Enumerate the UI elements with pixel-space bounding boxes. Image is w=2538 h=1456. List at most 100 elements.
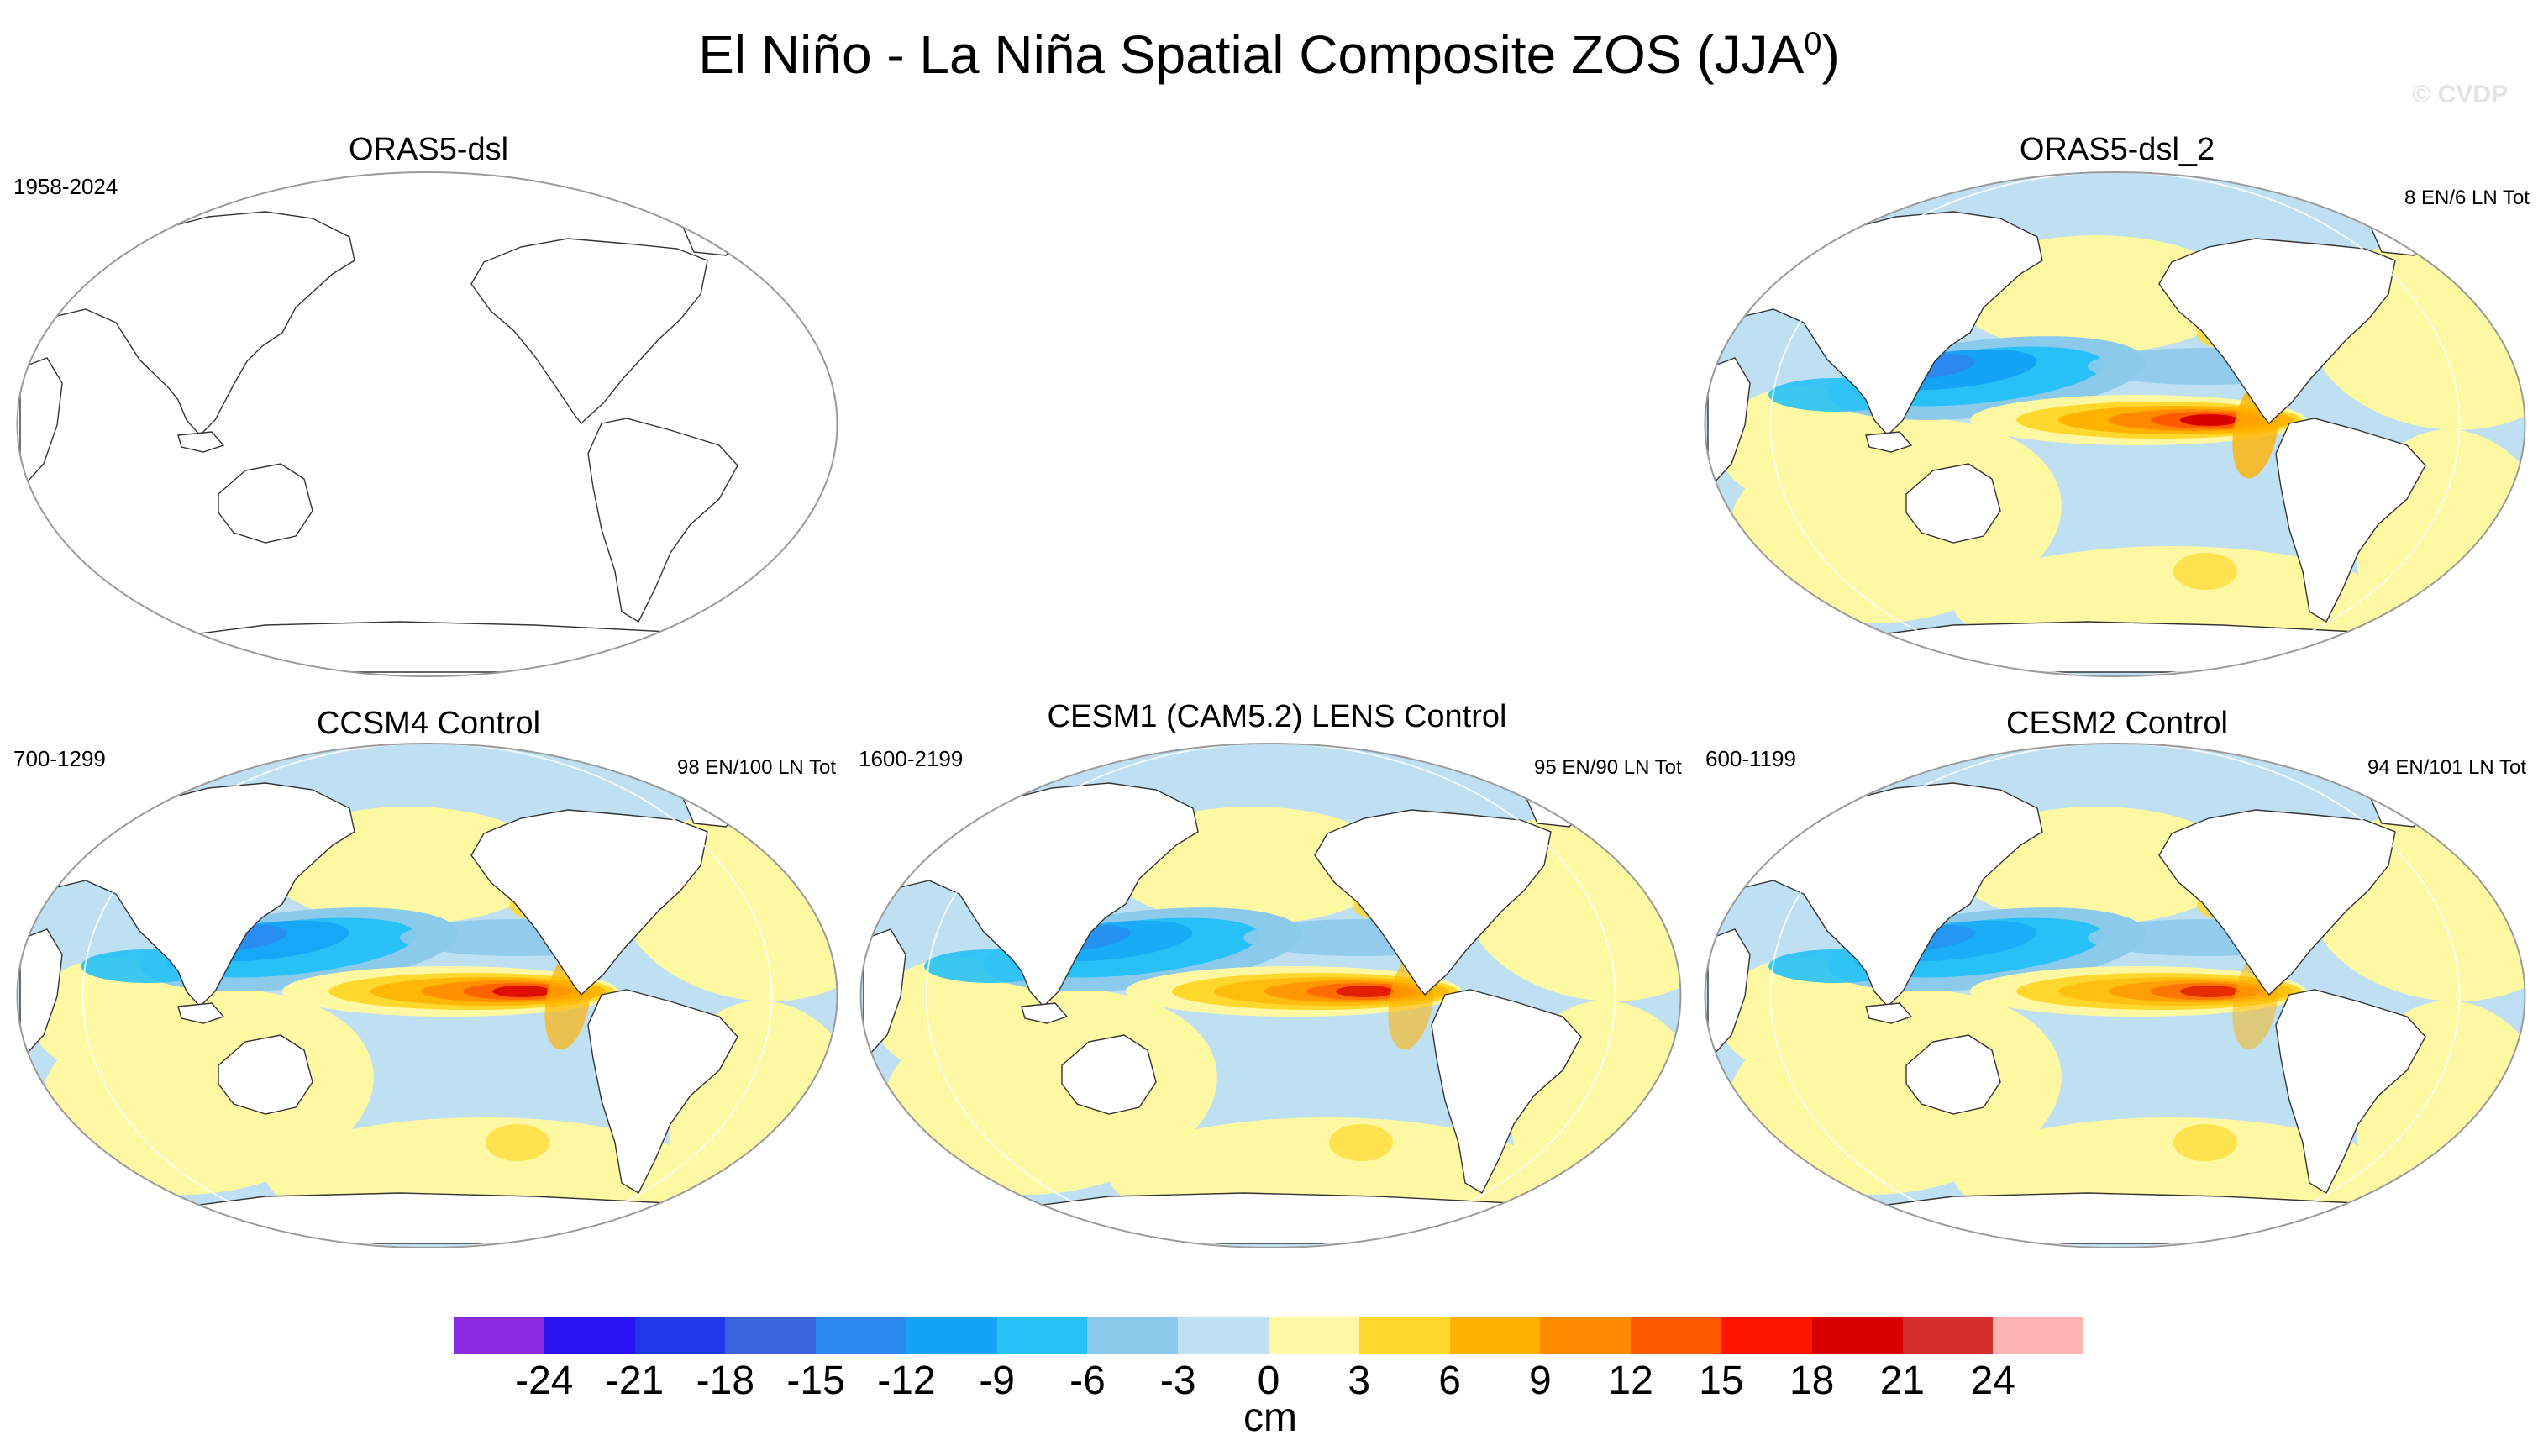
anomaly-contour (2180, 986, 2239, 997)
map-oras5-dsl (16, 171, 838, 677)
land-africa (19, 357, 63, 486)
colorbar-swatch (725, 1317, 817, 1354)
land-asia (38, 211, 355, 437)
land-indonesia (1865, 1002, 1913, 1024)
colorbar-swatch (1631, 1317, 1721, 1354)
colorbar-swatch (1358, 1317, 1450, 1354)
land-europe (1716, 823, 1765, 874)
colorbar-swatch (816, 1317, 906, 1354)
colorbar-swatch (1902, 1317, 1994, 1354)
colorbar-tick-label: -12 (877, 1359, 936, 1403)
map-frame (859, 743, 1682, 1248)
land-australia (218, 1034, 313, 1115)
colorbar-swatch (1087, 1317, 1179, 1354)
land-samerica (2275, 989, 2426, 1194)
panel-title-cesm1: CESM1 (CAM5.2) LENS Control (1047, 699, 1507, 734)
colorbar-swatch (1993, 1317, 2084, 1354)
land-indonesia (177, 1002, 225, 1024)
anomaly-contour (1718, 386, 1886, 504)
anomaly-contour (874, 958, 1042, 1075)
colorbar-tick-label: 3 (1348, 1359, 1371, 1403)
panel-counts-ccsm4: 98 EN/100 LN Tot (677, 756, 837, 779)
colorbar-tick-label: 6 (1438, 1359, 1461, 1403)
anomaly-contour (1718, 958, 1886, 1075)
land-namerica (470, 809, 708, 996)
land-indonesia (1865, 431, 1913, 453)
colorbar-tick-label: 15 (1699, 1359, 1744, 1403)
colorbar-swatch (1269, 1317, 1359, 1354)
land-samerica (587, 989, 738, 1194)
anomaly-contour (30, 958, 198, 1075)
land-namerica (2158, 238, 2396, 425)
land-namerica (1314, 809, 1552, 996)
colorbar-tick-label: -15 (786, 1359, 845, 1403)
colorbar-swatch (1811, 1317, 1903, 1354)
land-europe (28, 251, 77, 302)
anomaly-contour (1336, 986, 1395, 997)
colorbar-tick-label: 9 (1528, 1359, 1552, 1403)
panel-counts-oras5-dsl-2: 8 EN/6 LN Tot (2404, 187, 2530, 209)
colorbar-tick-label: 12 (1608, 1359, 1653, 1403)
panel-title-oras5-dsl: ORAS5-dsl (348, 132, 509, 167)
panel-years-ccsm4: 700-1299 (13, 746, 106, 771)
panel-title-cesm2: CESM2 Control (2006, 706, 2228, 741)
land-australia (1905, 1034, 2001, 1115)
land-australia (218, 463, 313, 544)
colorbar-units: cm (1243, 1396, 1297, 1440)
colorbar-swatch (906, 1317, 997, 1354)
panel-title-oras5-dsl-2: ORAS5-dsl_2 (2019, 132, 2215, 167)
colorbar-swatch (996, 1317, 1088, 1354)
panel-counts-cesm2: 94 EN/101 LN Tot (2367, 756, 2527, 779)
anomaly-contour (486, 1124, 549, 1161)
panel-title-ccsm4: CCSM4 Control (316, 706, 541, 741)
land-samerica (2275, 418, 2426, 623)
land-samerica (587, 418, 738, 623)
land-greenland (680, 218, 745, 256)
land-australia (1905, 463, 2001, 544)
anomaly-contour (2173, 553, 2237, 590)
colorbar-tick-label: -6 (1069, 1359, 1106, 1403)
map-ccsm4 (16, 743, 838, 1248)
colorbar-swatch (1449, 1317, 1541, 1354)
map-frame (16, 743, 838, 1248)
map-cesm1 (859, 743, 1682, 1248)
colorbar-tick-label: -24 (515, 1359, 574, 1403)
land-indonesia (177, 431, 225, 453)
panel-years-cesm2: 600-1199 (1705, 746, 1796, 771)
panel-years-cesm1: 1600-2199 (859, 746, 964, 771)
land-europe (871, 823, 921, 874)
colorbar-swatch (634, 1317, 726, 1354)
map-oras5-dsl-2 (1704, 171, 2526, 677)
map-frame (16, 171, 838, 677)
land-samerica (1431, 989, 1582, 1194)
colorbar-tick-label: 21 (1879, 1359, 1926, 1403)
colorbar (454, 1317, 2084, 1354)
colorbar-swatch (1721, 1317, 1812, 1354)
land-namerica (2158, 809, 2396, 996)
figure-title: El Niño - La Niña Spatial Composite ZOS … (698, 24, 1840, 85)
anomaly-contour (2173, 1124, 2237, 1161)
colorbar-swatch (454, 1317, 544, 1354)
colorbar-swatch (1178, 1317, 1269, 1354)
colorbar-tick-label: 24 (1970, 1359, 2015, 1403)
colorbar-swatch (1540, 1317, 1632, 1354)
panel-counts-cesm1: 95 EN/90 LN Tot (1534, 756, 1682, 779)
land-europe (1716, 251, 1765, 302)
map-frame (1704, 743, 2526, 1248)
land-indonesia (1021, 1002, 1069, 1024)
anomaly-contour (492, 986, 551, 997)
land-namerica (470, 238, 708, 425)
land-europe (28, 823, 77, 874)
map-frame (1704, 171, 2526, 677)
anomaly-contour (1329, 1124, 1393, 1161)
colorbar-tick-label: 18 (1789, 1359, 1835, 1403)
colorbar-tick-label: 0 (1257, 1359, 1280, 1403)
colorbar-tick-label: -9 (979, 1359, 1015, 1403)
cvdp-watermark: © CVDP (2412, 81, 2508, 108)
map-cesm2 (1704, 743, 2526, 1248)
land-australia (1061, 1034, 1157, 1115)
colorbar-swatch (544, 1317, 635, 1354)
colorbar-tick-label: -3 (1159, 1359, 1196, 1403)
colorbar-tick-label: -21 (605, 1359, 665, 1403)
panel-years-oras5-dsl: 1958-2024 (13, 174, 118, 199)
